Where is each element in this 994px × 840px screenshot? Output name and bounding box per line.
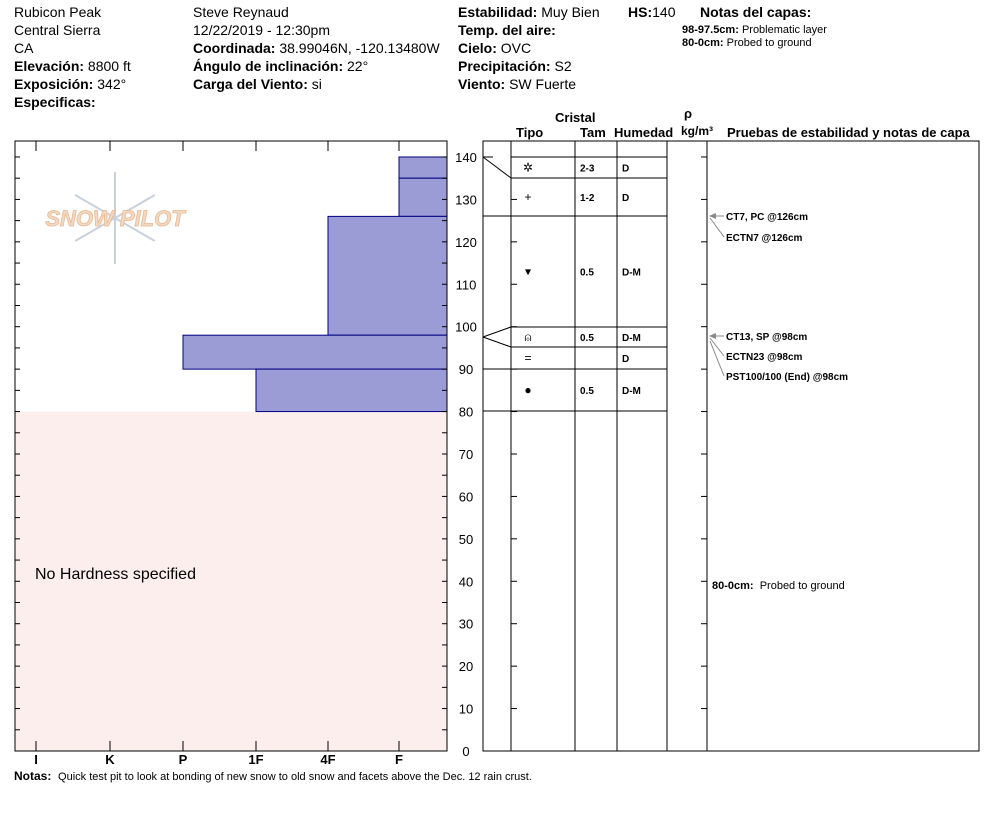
ground-area [15,411,447,751]
hardness-frame [14,140,448,752]
stability-test: PST100/100 (End) @98cm [726,372,848,383]
range: Central Sierra [14,22,101,38]
depth-tick-label: 90 [459,362,473,377]
grain-type-icon: ● [524,383,531,397]
location: Rubicon Peak [14,4,102,20]
depth-tick-label: 60 [459,489,473,504]
test-arrow [709,337,725,357]
test-note: 80-0cm: Probed to ground [712,580,845,592]
depth-tick-label: 40 [459,574,473,589]
grain-type-icon: + [524,190,531,204]
arrow-head-icon [709,213,716,219]
hardness-tick-label: F [395,752,403,767]
datetime: 12/22/2019 - 12:30pm [193,22,330,38]
depth-tick-label: 20 [459,659,473,674]
layer-connector [482,326,512,338]
moisture: D-M [622,268,641,279]
precipitation: Precipitación: S2 [458,58,572,74]
arrow-head-icon [709,333,716,339]
aspect: Exposición: 342° [14,76,127,92]
depth-tick-label: 50 [459,532,473,547]
wind: Viento: SW Fuerte [458,76,576,92]
slope: Ángulo de inclinación: 22° [193,58,369,74]
depth-tick-label: 100 [455,320,477,335]
snow-height: HS:140 [628,4,676,20]
stability: Estabilidad: Muy Bien [458,4,600,20]
stability-test: ECTN7 @126cm [726,233,803,244]
hardness-tick-label: 4F [320,752,335,767]
hardness-bar [398,177,448,217]
test-arrow [709,217,725,238]
type-header: Tipo [516,125,544,140]
depth-tick-label: 140 [455,150,477,165]
moisture-header: Humedad [614,125,674,140]
depth-tick-label: 120 [455,235,477,250]
layer-connector [482,336,512,348]
depth-tick-label: 110 [456,277,477,292]
hardness-tick-label: 1F [248,752,263,767]
hardness-bar [255,368,448,413]
rho-header: ρ [684,106,693,121]
hardness-bar [398,156,448,179]
moisture: D [622,164,629,175]
tests-header: Pruebas de estabilidad y notas de capa [727,125,970,140]
layer-connector [482,156,512,179]
grain-type-icon: ⍝ [524,330,531,344]
snowflake-icon [74,194,156,242]
snowpilot-logo: SNOW PILOT [45,206,186,231]
stability-test: CT13, SP @98cm [726,332,807,343]
density-header: kg/m³ [681,124,714,138]
hardness-bar [327,215,448,336]
crystal-header: Cristal [555,110,596,125]
depth-tick-label: 10 [459,702,473,717]
grain-size: 2-3 [580,164,595,175]
observer: Steve Reynaud [193,4,289,20]
grain-size: 1-2 [580,193,595,204]
hardness-bar [182,334,448,370]
stability-test: CT7, PC @126cm [726,212,808,223]
depth-tick-label: 30 [459,617,473,632]
wind-load: Carga del Viento: si [193,76,322,92]
test-arrow [709,340,725,377]
grain-type-icon: ✲ [523,161,533,175]
depth-tick-label: 70 [459,447,473,462]
moisture: D [622,193,629,204]
depth-tick-label: 80 [459,405,473,420]
depth-tick-label: 130 [455,192,477,207]
grain-size: 0.5 [580,268,594,279]
grain-type-icon: ▾ [525,265,531,279]
grain-size: 0.5 [580,386,594,397]
stability-test: ECTN23 @98cm [726,352,803,363]
layer-note: 80-0cm: Probed to ground [682,37,812,49]
state: CA [14,40,34,56]
no-hardness-label: No Hardness specified [35,566,196,583]
hardness-tick-label: K [105,752,115,767]
hardness-tick-label: P [179,752,188,767]
coordinates: Coordinada: 38.99046N, -120.13480W [193,40,440,56]
strat-frame [482,140,980,752]
notes: Notas: Quick test pit to look at bonding… [14,769,532,783]
size-header: Tam [580,125,606,140]
depth-tick-label: 0 [462,744,469,759]
grain-type-icon: = [524,351,531,365]
specifics: Especificas: [14,94,96,110]
layer-notes-title: Notas del capas: [700,4,812,20]
moisture: D-M [622,386,641,397]
elevation: Elevación: 8800 ft [14,58,131,74]
grain-size: 0.5 [580,333,594,344]
layer-note: 98-97.5cm: Problematic layer [682,24,827,36]
sky: Cielo: OVC [458,40,532,56]
moisture: D-M [622,333,641,344]
hardness-tick-label: I [34,752,38,767]
moisture: D [622,354,629,365]
air-temp: Temp. del aire: [458,22,556,38]
